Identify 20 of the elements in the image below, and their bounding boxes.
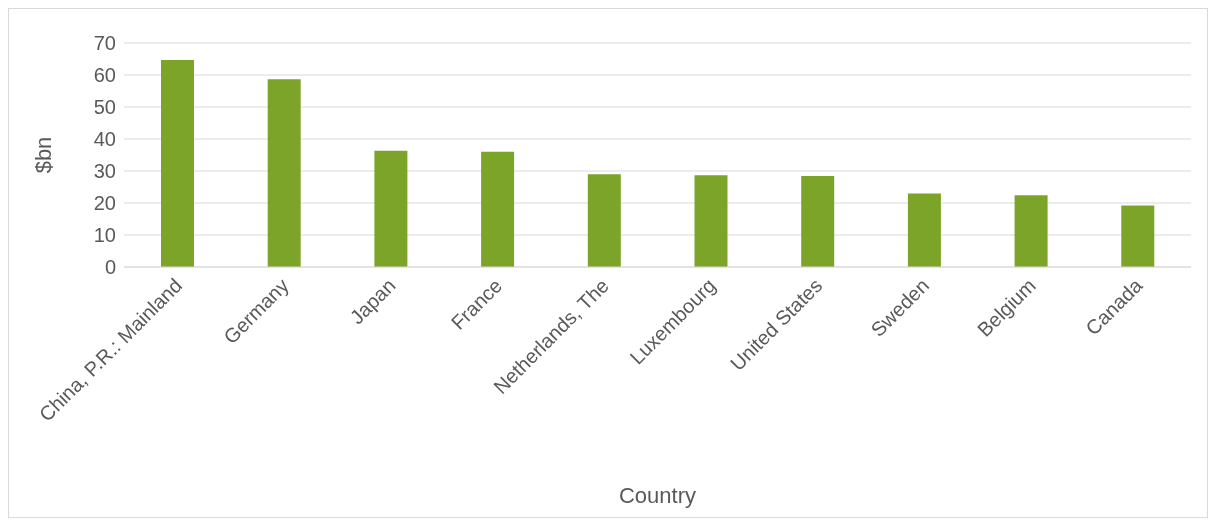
bar — [1121, 205, 1155, 267]
bar — [907, 193, 941, 267]
bar — [801, 176, 835, 267]
bar — [267, 79, 301, 267]
bar — [1014, 195, 1048, 267]
y-tick-label: 60 — [93, 64, 116, 87]
bar — [481, 151, 515, 267]
y-tick-label: 70 — [93, 32, 116, 55]
y-tick-label: 0 — [104, 256, 116, 279]
y-tick-label: 30 — [93, 160, 116, 183]
bar — [694, 175, 728, 267]
y-tick-label: 10 — [93, 224, 116, 247]
bar — [587, 174, 621, 267]
bar — [161, 59, 194, 267]
y-tick-label: 40 — [93, 128, 116, 151]
y-tick-label: 20 — [93, 192, 116, 215]
y-tick-label: 50 — [93, 96, 116, 119]
bar — [374, 150, 408, 267]
y-axis-title: $bn — [30, 136, 56, 174]
x-axis-title: Country — [618, 483, 697, 508]
